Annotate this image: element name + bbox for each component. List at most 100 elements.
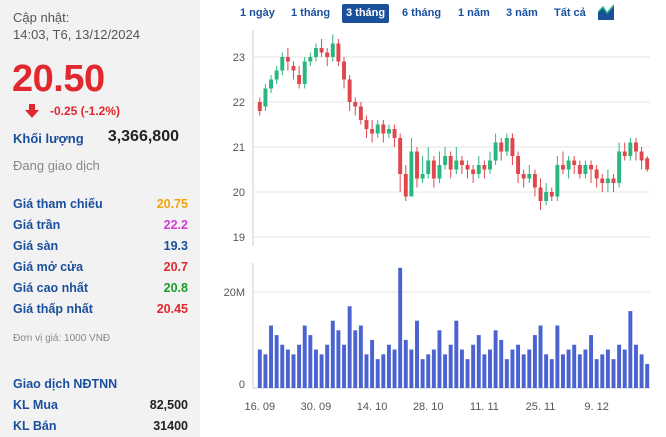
candle-body [325,52,330,57]
volume-bar [544,354,549,388]
volume-bar [577,354,582,388]
volume-bar [420,359,425,388]
candle-body [443,156,448,165]
tab-1-day[interactable]: 1 ngày [240,7,275,19]
candle-body [364,120,369,129]
candle-body [381,124,386,134]
candle-body [313,48,318,57]
volume-bar [330,320,335,388]
price-change: -0.25 (-1.2%) [50,104,121,118]
volume-bar [336,330,341,388]
volume-bar [392,349,397,388]
candle-body [375,124,380,134]
volume-bar [639,354,644,388]
volume-bar [459,349,464,388]
candle-body [577,165,582,174]
x-tick-label: 11. 11 [470,401,499,413]
volume-bar [504,359,509,388]
price-row-ceiling: Giá trần 22.2 [13,218,188,236]
volume-bar [437,330,442,388]
candle-body [347,79,352,102]
area-chart-icon[interactable] [598,4,614,20]
current-price: 20.50 [12,58,105,100]
candle-body [482,165,487,170]
volume-bar [269,325,274,388]
price-row-value: 22.2 [163,218,188,232]
volume-bar [589,335,594,388]
price-tick-label: 21 [233,142,245,154]
volume-label: Khối lượng [13,131,84,146]
tab-3-months[interactable]: 3 tháng [342,4,390,23]
volume-bar [285,349,290,388]
price-row-label: Giá sàn [13,239,59,253]
candle-body [336,43,341,62]
volume-bar [415,320,419,388]
volume-bar [538,325,543,388]
volume-bar [622,349,627,388]
candle-body [269,79,274,89]
candle-body [437,165,442,179]
candle-body [555,165,560,197]
candle-body [471,169,476,174]
price-tick-label: 23 [233,52,245,64]
candle-body [291,66,296,71]
volume-bar [274,335,279,388]
volume-bar [431,349,436,388]
candle-body [549,192,554,197]
candle-body [594,169,599,179]
candle-body [521,174,526,179]
volume-bar [488,349,492,388]
candle-body [476,165,481,174]
volume-bar [370,339,375,388]
volume-bar [308,335,313,388]
candle-body [308,57,313,62]
price-row-label: Giá tham chiếu [13,197,103,211]
tab-6-months[interactable]: 6 tháng [402,7,442,19]
candle-body [353,102,358,107]
x-tick-label: 28. 10 [413,401,444,413]
price-row-label: Giá trần [13,218,61,232]
price-row-floor: Giá sàn 19.3 [13,239,188,257]
price-row-value: 20.8 [163,281,188,295]
volume-bar [617,344,622,388]
candle-body [398,138,403,174]
tab-1-year[interactable]: 1 năm [458,7,490,19]
volume-bar [409,349,414,388]
candle-body [274,70,279,80]
volume-bar [510,349,515,388]
foreign-sell-row: KL Bán 31400 [13,419,188,437]
volume-bar [454,320,459,388]
tab-3-years[interactable]: 3 năm [506,7,538,19]
volume-bar [280,344,285,388]
volume-bar [313,349,318,388]
x-tick-label: 25. 11 [526,401,556,413]
candle-body [527,174,532,179]
candle-body [572,160,577,165]
volume-bar [375,359,380,388]
foreign-buy-value: 82,500 [149,398,188,412]
price-row-value: 19.3 [163,239,188,253]
volume-bar [493,330,498,388]
candle-body [319,48,324,53]
volume-bar [257,349,262,388]
volume-bar [605,349,610,388]
foreign-buy-row: KL Mua 82,500 [13,398,188,416]
candle-body [645,158,650,170]
tab-1-month[interactable]: 1 tháng [291,7,331,19]
volume-value: 3,366,800 [107,128,179,145]
candle-body [617,151,622,183]
volume-bar [532,335,537,388]
tab-all[interactable]: Tất cả [554,7,586,19]
volume-bar [364,354,369,388]
volume-bar [566,349,571,388]
x-tick-label: 9. 12 [584,401,608,413]
candle-body [538,187,543,201]
candle-body [465,165,470,170]
quote-panel: Cập nhật: 14:03, T6, 13/12/2024 20.50 -0… [0,0,200,437]
volume-bar [325,344,330,388]
price-row-high: Giá cao nhất 20.8 [13,281,188,299]
volume-bar [594,359,599,388]
volume-bar [555,325,560,388]
candle-body [499,142,504,152]
candle-body [370,129,375,134]
